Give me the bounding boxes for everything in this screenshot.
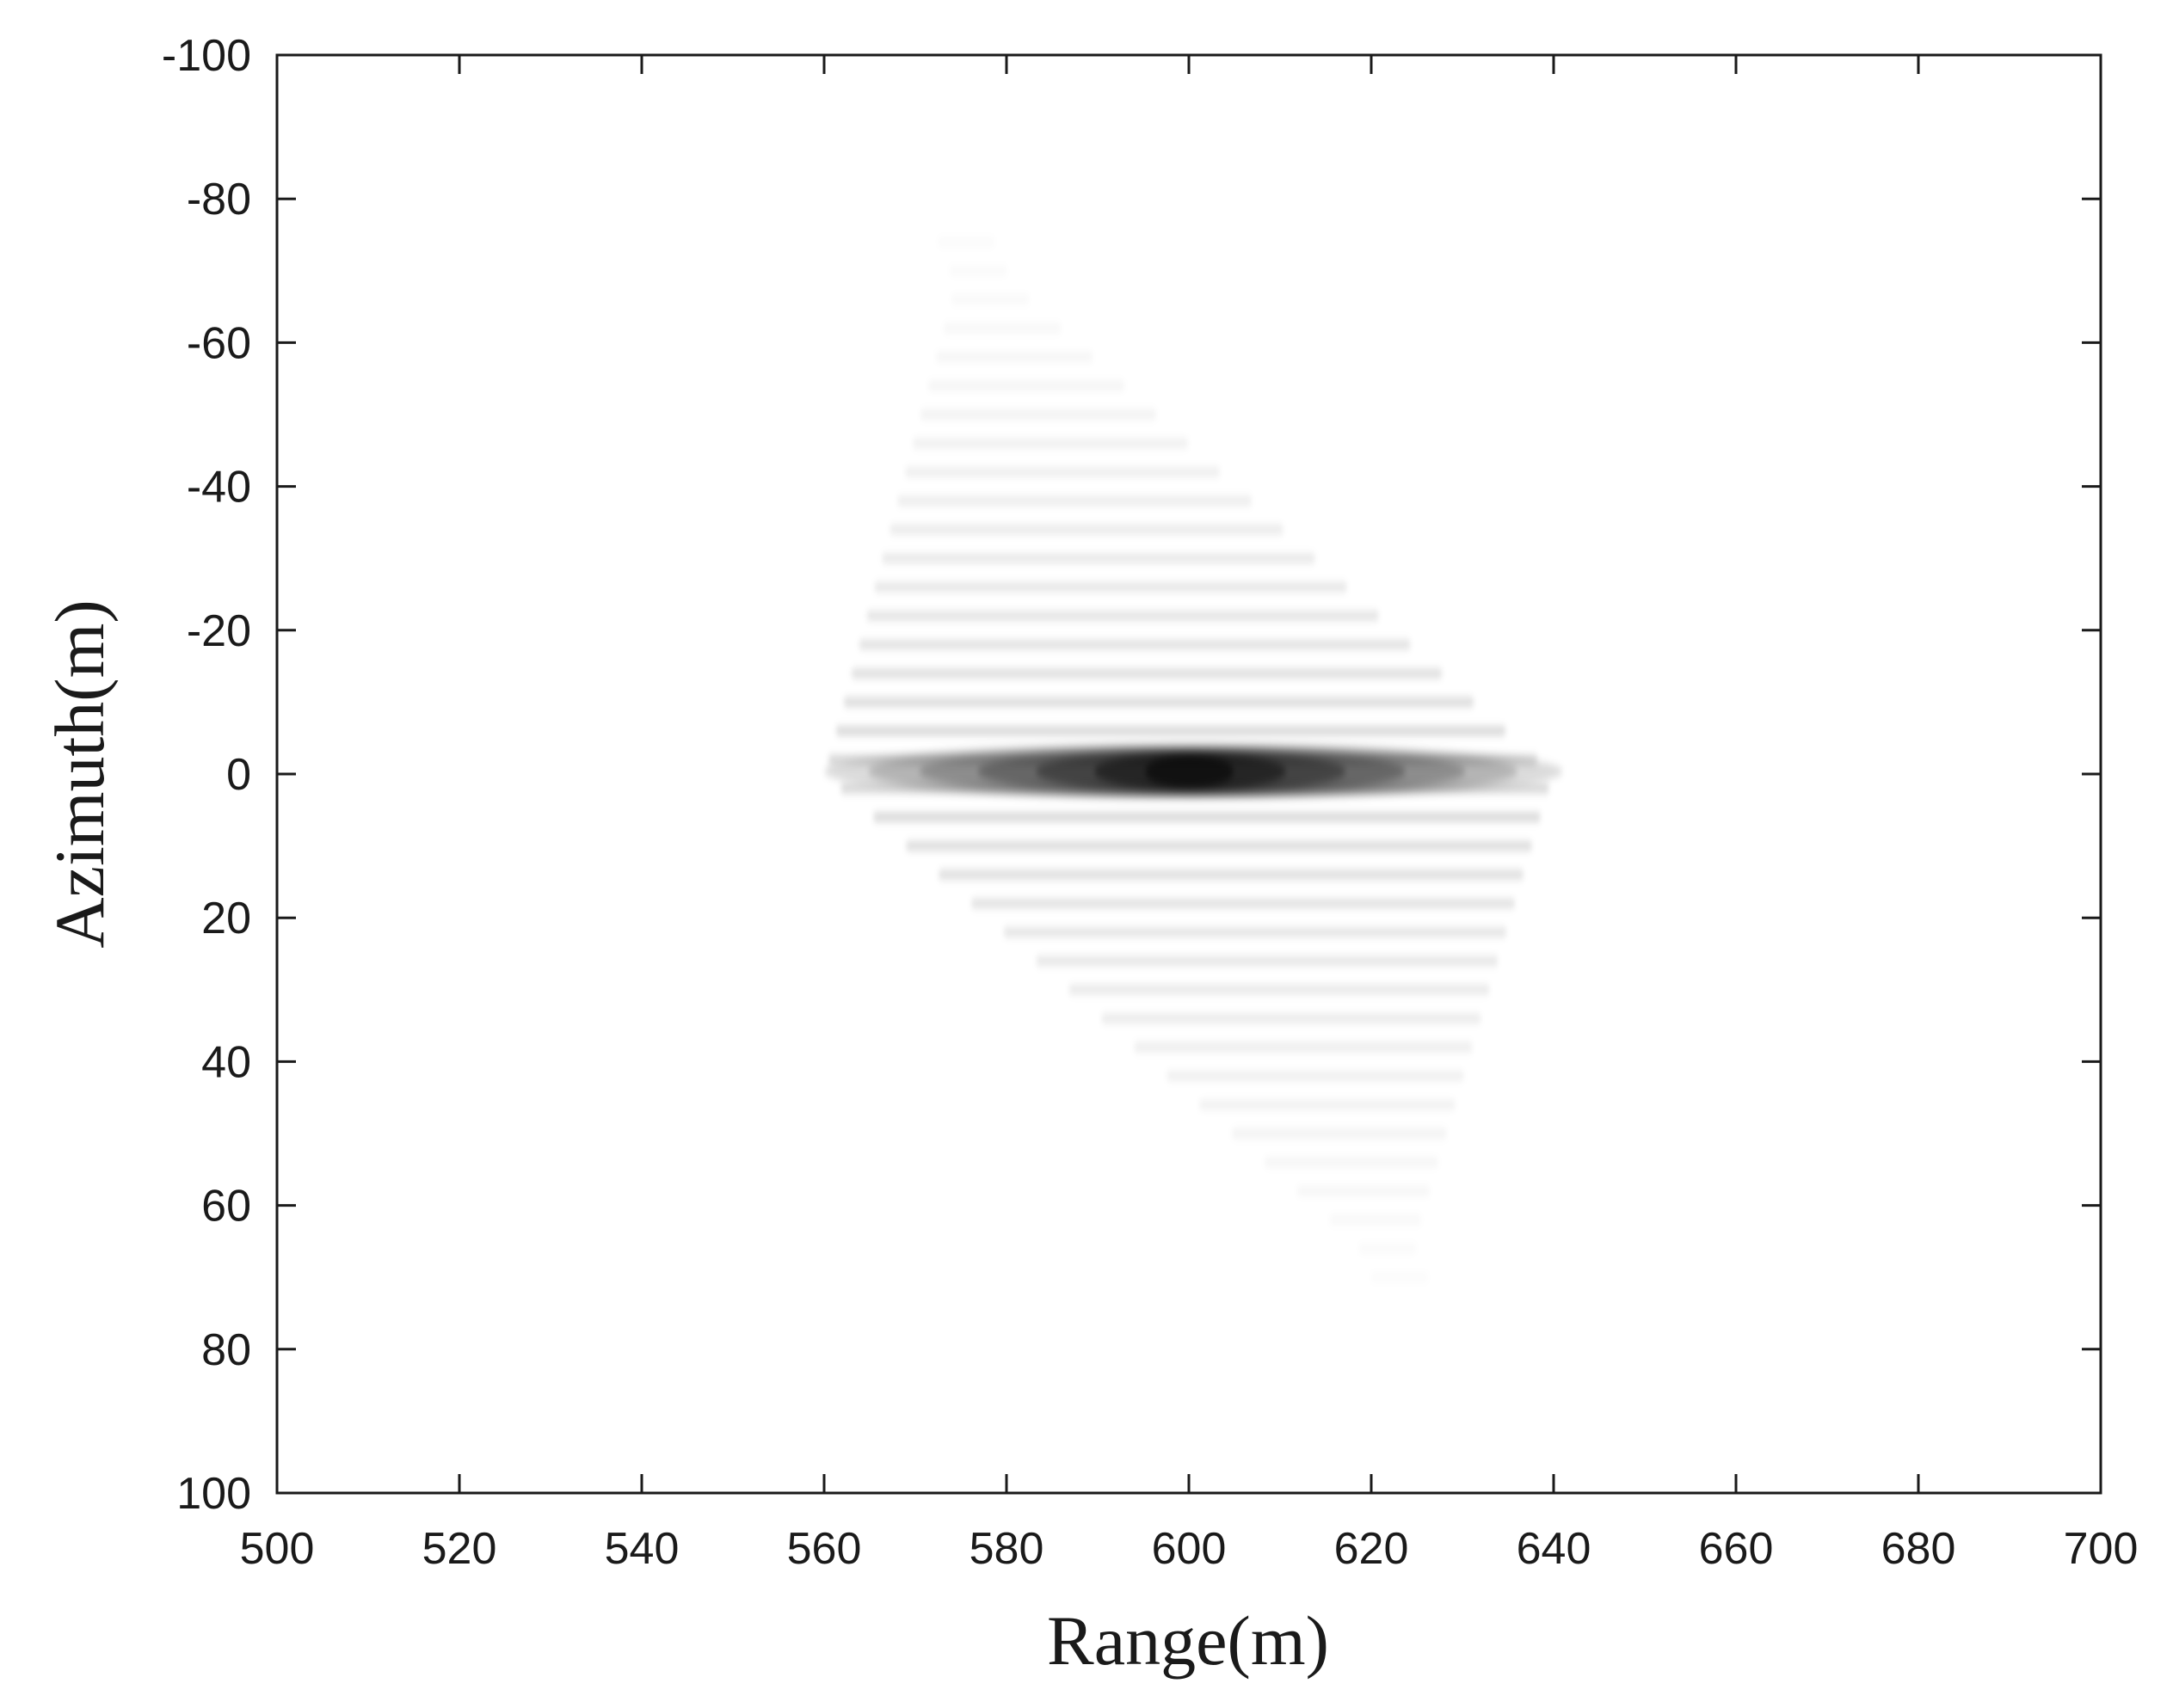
- sidelobe-band: [1358, 1244, 1417, 1253]
- x-tick-label: 580: [970, 1524, 1044, 1574]
- x-tick-label: 540: [605, 1524, 680, 1574]
- heatmap-image: [824, 237, 1563, 1281]
- sidelobe-band: [851, 668, 1443, 678]
- mainlobe-layer: [1145, 754, 1234, 789]
- sidelobe-band: [943, 324, 1062, 333]
- sidelobe-band: [866, 611, 1379, 621]
- sidelobe-band: [912, 439, 1189, 448]
- y-tick-label: -60: [187, 318, 251, 368]
- y-tick-label: 80: [201, 1325, 251, 1375]
- x-tick-label: 680: [1881, 1524, 1956, 1574]
- y-tick-label: 40: [201, 1037, 251, 1087]
- sidelobe-band: [835, 726, 1506, 735]
- x-tick-label: 600: [1152, 1524, 1227, 1574]
- sidelobe-band: [872, 813, 1542, 822]
- x-tick-label: 620: [1334, 1524, 1409, 1574]
- y-tick-label: -100: [162, 31, 251, 81]
- axes: 500 520 540 560 580 600 620 640 660 680 700-100-80…: [162, 31, 2138, 1574]
- sidelobe-band: [1296, 1187, 1430, 1195]
- sidelobe-band: [1100, 1014, 1481, 1023]
- y-tick-label: 60: [201, 1182, 251, 1232]
- sidelobe-band: [881, 554, 1316, 563]
- y-tick-label: -20: [187, 606, 251, 656]
- sidelobe-band: [889, 525, 1284, 534]
- sidelobe-band: [905, 841, 1533, 851]
- sidelobe-band: [1198, 1100, 1456, 1109]
- x-axis-title: Range(m): [1047, 1601, 1329, 1680]
- sidelobe-band: [896, 496, 1253, 506]
- sidelobe-band: [1166, 1072, 1465, 1081]
- sidelobe-band: [949, 267, 1007, 275]
- x-tick-label: 700: [2064, 1524, 2139, 1574]
- x-tick-label: 660: [1699, 1524, 1774, 1574]
- sidelobe-band: [1068, 985, 1490, 994]
- sidelobe-band: [859, 640, 1411, 649]
- sidelobe-band: [1036, 956, 1499, 966]
- sidelobe-band: [1231, 1129, 1448, 1138]
- y-tick-label: 100: [176, 1469, 251, 1519]
- y-tick-label: 0: [226, 750, 251, 800]
- sidelobe-band: [904, 467, 1221, 476]
- sidelobe-band: [843, 697, 1474, 707]
- sidelobe-band: [937, 237, 995, 246]
- x-tick-label: 500: [240, 1524, 315, 1574]
- sidelobe-band: [1264, 1158, 1439, 1167]
- y-tick-label: 20: [201, 894, 251, 943]
- sidelobe-band: [1003, 927, 1507, 937]
- mainlobe-group: [824, 743, 1563, 800]
- sidelobe-band: [920, 410, 1157, 419]
- sidelobe-band: [935, 353, 1093, 362]
- y-tick-label: -80: [187, 175, 251, 224]
- sidelobe-band: [970, 899, 1516, 908]
- sidelobe-band: [1329, 1215, 1421, 1224]
- x-tick-label: 640: [1517, 1524, 1591, 1574]
- y-tick-label: -40: [187, 463, 251, 513]
- sidelobe-band: [927, 381, 1125, 390]
- x-tick-label: 520: [422, 1524, 497, 1574]
- x-tick-label: 560: [787, 1524, 862, 1574]
- sidelobe-band: [874, 582, 1348, 592]
- sidelobe-band: [1133, 1042, 1473, 1052]
- y-axis-title: Azimuth(m): [40, 599, 119, 948]
- sidelobe-band: [1370, 1273, 1429, 1281]
- sidelobe-band: [938, 870, 1524, 880]
- sidelobe-band: [951, 295, 1030, 304]
